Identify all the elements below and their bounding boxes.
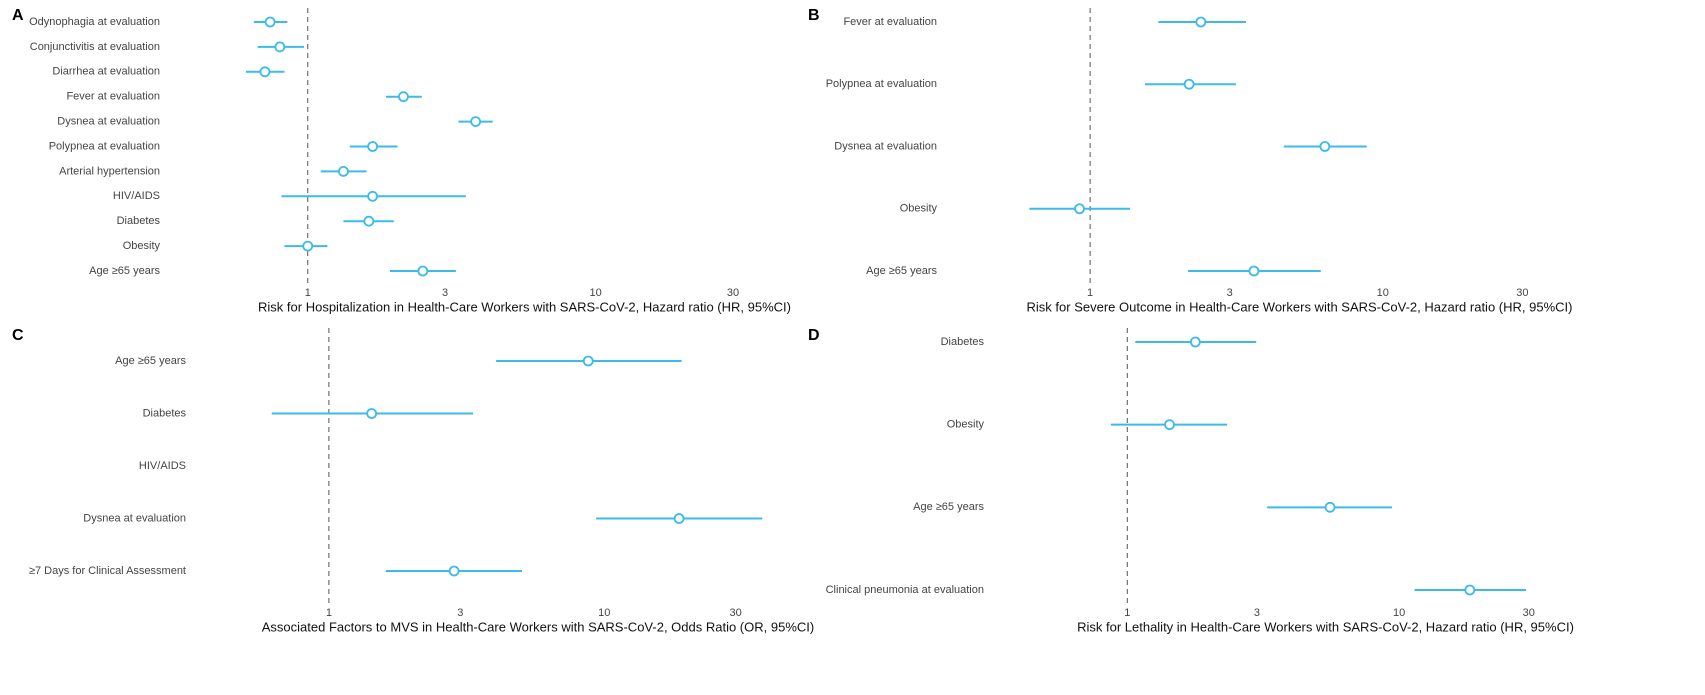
- category-label: Fever at evaluation: [843, 16, 937, 28]
- category-label: Obesity: [947, 419, 985, 431]
- point-estimate: [1464, 584, 1476, 596]
- x-tick-label: 10: [1393, 607, 1405, 619]
- x-tick-label: 10: [590, 287, 602, 299]
- point-estimate: [264, 16, 276, 28]
- category-label: Clinical pneumonia at evaluation: [826, 584, 984, 596]
- category-label: Arterial hypertension: [59, 165, 160, 177]
- x-tick-label: 1: [1124, 607, 1130, 619]
- category-label: Age ≥65 years: [866, 265, 937, 277]
- point-estimate: [470, 116, 482, 127]
- point-estimate: [1074, 203, 1085, 215]
- category-label: Fever at evaluation: [66, 91, 160, 103]
- category-label: Age ≥65 years: [115, 355, 186, 367]
- point-estimate: [1248, 265, 1260, 277]
- point-estimate: [259, 66, 271, 78]
- category-label: Dysnea at evaluation: [57, 116, 160, 128]
- x-tick-label: 30: [729, 607, 741, 619]
- category-label: Diabetes: [941, 336, 985, 348]
- point-estimate: [673, 513, 685, 524]
- point-estimate: [367, 190, 379, 202]
- point-estimate: [1183, 78, 1195, 90]
- category-label: Diarrhea at evaluation: [52, 66, 160, 78]
- x-tick-label: 30: [727, 287, 739, 299]
- x-tick-label: 1: [1087, 287, 1093, 299]
- category-label: HIV/AIDS: [113, 190, 160, 202]
- panel-label: B: [808, 7, 820, 24]
- x-tick-label: 3: [457, 607, 463, 619]
- category-label: Obesity: [123, 240, 161, 252]
- x-tick-label: 10: [598, 607, 610, 619]
- point-estimate: [363, 215, 375, 227]
- x-tick-label: 1: [305, 287, 311, 299]
- category-label: Age ≥65 years: [913, 501, 984, 513]
- category-label: Odynophagia at evaluation: [29, 16, 160, 28]
- x-tick-label: 3: [1254, 607, 1260, 619]
- category-label: HIV/AIDS: [139, 460, 186, 472]
- category-label: Age ≥65 years: [89, 265, 160, 277]
- category-label: Obesity: [900, 203, 938, 215]
- category-label: ≥7 Days for Clinical Assessment: [29, 565, 186, 577]
- point-estimate: [417, 265, 429, 277]
- panel-label: D: [808, 327, 820, 344]
- point-estimate: [338, 165, 349, 177]
- point-estimate: [1319, 141, 1331, 152]
- panel-label: C: [12, 327, 24, 344]
- x-tick-label: 1: [326, 607, 332, 619]
- x-axis-title: Risk for Severe Outcome in Health-Care W…: [1027, 299, 1573, 314]
- point-estimate: [1189, 336, 1201, 348]
- category-label: Polypnea at evaluation: [826, 78, 937, 90]
- x-tick-label: 30: [1523, 607, 1535, 619]
- panel-label: A: [12, 7, 24, 24]
- x-axis-title: Risk for Lethality in Health-Care Worker…: [1077, 619, 1574, 634]
- point-estimate: [274, 41, 286, 53]
- point-estimate: [582, 355, 594, 367]
- category-label: Dysnea at evaluation: [83, 512, 186, 524]
- category-label: Polypnea at evaluation: [49, 140, 160, 152]
- category-label: Conjunctivitis at evaluation: [30, 41, 160, 53]
- x-tick-label: 10: [1377, 287, 1389, 299]
- point-estimate: [366, 408, 378, 419]
- category-label: Dysnea at evaluation: [834, 140, 937, 152]
- x-axis-title: Risk for Hospitalization in Health-Care …: [258, 299, 791, 314]
- category-label: Diabetes: [143, 407, 187, 419]
- x-tick-label: 3: [442, 287, 448, 299]
- category-label: Diabetes: [117, 215, 161, 227]
- x-axis-title: Associated Factors to MVS in Health-Care…: [262, 619, 814, 634]
- point-estimate: [398, 91, 409, 103]
- point-estimate: [1195, 16, 1207, 28]
- point-estimate: [1164, 419, 1175, 431]
- point-estimate: [302, 240, 314, 252]
- point-estimate: [1324, 501, 1336, 513]
- x-tick-label: 3: [1227, 287, 1233, 299]
- x-tick-label: 30: [1516, 287, 1528, 299]
- point-estimate: [448, 565, 460, 577]
- point-estimate: [367, 141, 379, 152]
